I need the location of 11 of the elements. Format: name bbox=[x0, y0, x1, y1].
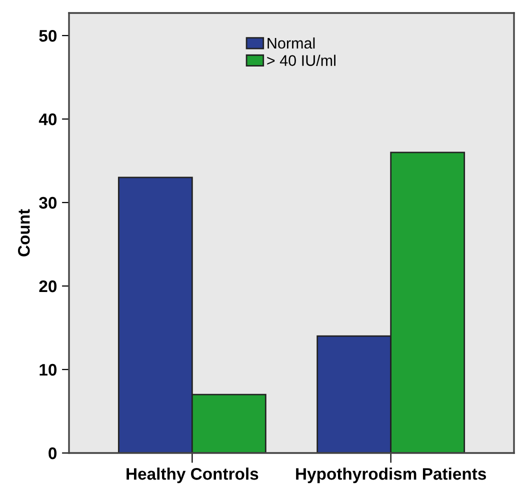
y-tick-label: 40 bbox=[38, 113, 57, 126]
y-tick-label: 20 bbox=[39, 280, 57, 292]
y-tick-label: 50 bbox=[39, 30, 57, 42]
legend-label: > 40 IU/ml bbox=[267, 54, 336, 66]
x-tick-label: Healthy Controls bbox=[126, 468, 258, 484]
y-axis-title: Count bbox=[18, 209, 30, 256]
x-tick-label: Hypothyrodism Patients bbox=[296, 468, 486, 484]
y-tick-label: 0 bbox=[48, 447, 57, 460]
y-tick-label: 30 bbox=[39, 196, 57, 209]
legend-label: Normal bbox=[268, 37, 315, 49]
y-tick-label: 10 bbox=[40, 364, 57, 376]
